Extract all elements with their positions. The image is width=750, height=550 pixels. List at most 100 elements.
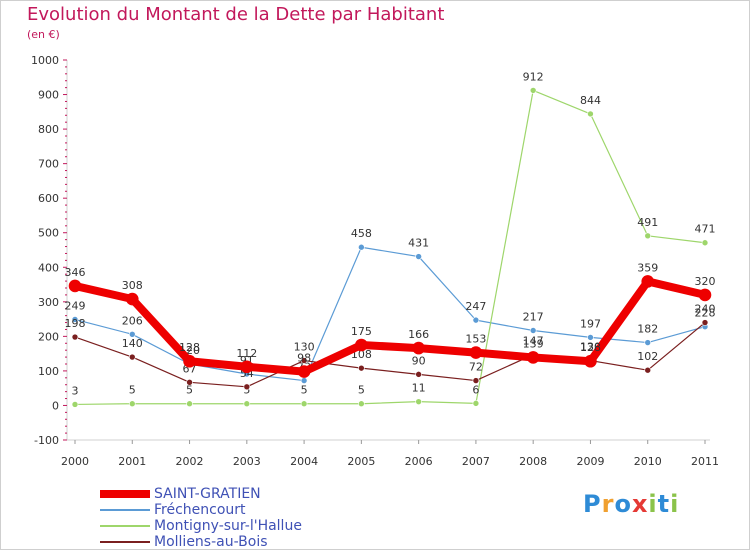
data-label: 5 bbox=[358, 384, 365, 397]
data-point bbox=[71, 333, 79, 341]
data-point bbox=[243, 400, 251, 408]
data-point bbox=[240, 360, 254, 374]
data-label: 844 bbox=[580, 94, 601, 107]
data-label: 175 bbox=[351, 325, 372, 338]
data-point bbox=[243, 383, 251, 391]
data-point bbox=[71, 316, 79, 323]
data-label: 130 bbox=[294, 341, 315, 354]
data-point bbox=[701, 239, 709, 247]
logo-letter: r bbox=[601, 490, 615, 518]
data-point bbox=[183, 354, 196, 368]
data-label: 112 bbox=[236, 347, 257, 360]
y-tick-label: 0 bbox=[52, 399, 59, 412]
chart-subtitle: (en €) bbox=[27, 28, 60, 41]
data-label: 458 bbox=[351, 227, 372, 240]
data-label: 346 bbox=[65, 266, 86, 279]
data-point bbox=[529, 327, 537, 334]
series-line bbox=[74, 89, 706, 406]
data-label: 228 bbox=[695, 307, 716, 320]
data-point bbox=[472, 316, 480, 324]
data-label: 182 bbox=[637, 323, 658, 336]
x-tick-label: 2002 bbox=[176, 455, 204, 468]
data-point bbox=[415, 371, 422, 378]
x-tick-label: 2008 bbox=[519, 455, 547, 468]
data-label: 308 bbox=[122, 279, 143, 292]
data-point bbox=[412, 341, 425, 355]
x-tick-label: 2006 bbox=[405, 455, 433, 468]
data-point bbox=[186, 379, 193, 386]
data-label: 5 bbox=[129, 384, 136, 397]
data-point bbox=[641, 275, 655, 288]
data-label: 471 bbox=[695, 223, 716, 236]
legend-label: Fréchencourt bbox=[154, 502, 246, 518]
data-label: 140 bbox=[122, 337, 143, 350]
data-point bbox=[128, 330, 136, 338]
y-tick-label: 900 bbox=[38, 89, 59, 102]
data-point bbox=[128, 353, 136, 361]
data-point bbox=[526, 351, 540, 364]
data-label: 153 bbox=[465, 333, 486, 346]
logo-letter: x bbox=[631, 490, 649, 518]
data-point bbox=[415, 398, 422, 405]
data-label: 249 bbox=[65, 299, 86, 312]
y-tick-label: 500 bbox=[38, 227, 59, 240]
data-point bbox=[587, 110, 594, 118]
data-label: 139 bbox=[523, 337, 544, 350]
data-point bbox=[68, 279, 82, 293]
data-label: 166 bbox=[408, 328, 429, 341]
data-label: 128 bbox=[179, 341, 200, 354]
data-label: 147 bbox=[523, 335, 544, 348]
data-label: 5 bbox=[301, 384, 308, 397]
series-fr-chencourt: 2492061209172458431247217197182228 bbox=[65, 227, 716, 384]
y-tick-label: 400 bbox=[38, 261, 59, 274]
data-point bbox=[125, 292, 139, 306]
data-label: 320 bbox=[695, 275, 716, 288]
data-point bbox=[355, 338, 368, 352]
x-tick-label: 2005 bbox=[347, 455, 375, 468]
data-label: 206 bbox=[122, 314, 143, 327]
logo-letter: t bbox=[657, 490, 671, 518]
y-tick-label: 200 bbox=[38, 330, 59, 343]
data-point bbox=[71, 401, 79, 408]
data-label: 128 bbox=[580, 341, 601, 354]
y-tick-label: 700 bbox=[38, 158, 59, 171]
data-point bbox=[300, 357, 308, 364]
proxiti-logo: Proxiti bbox=[583, 490, 679, 518]
data-point bbox=[469, 346, 483, 359]
chart-title: Evolution du Montant de la Dette par Hab… bbox=[27, 4, 445, 25]
y-tick-label: 1000 bbox=[31, 54, 59, 67]
legend-swatch bbox=[100, 541, 150, 543]
logo-letter: i bbox=[670, 490, 680, 518]
data-label: 491 bbox=[637, 216, 658, 229]
data-point bbox=[358, 243, 365, 251]
data-point bbox=[300, 400, 308, 408]
data-point bbox=[128, 400, 136, 408]
logo-letter: P bbox=[583, 490, 602, 518]
data-point bbox=[529, 87, 537, 94]
data-point bbox=[472, 377, 480, 384]
data-label: 5 bbox=[186, 384, 193, 397]
logo-letter: i bbox=[648, 490, 658, 518]
y-tick-label: 600 bbox=[38, 192, 59, 205]
data-label: 6 bbox=[472, 383, 479, 396]
x-tick-label: 2004 bbox=[290, 455, 318, 468]
series-montigny-sur-l-hallue: 3 5 5 5 5 5 11 6 912 844 491 471 bbox=[71, 70, 716, 408]
legend-label: SAINT-GRATIEN bbox=[154, 486, 261, 502]
data-label: 431 bbox=[408, 237, 429, 250]
data-point bbox=[358, 400, 365, 408]
data-point bbox=[644, 366, 652, 374]
data-point bbox=[644, 232, 652, 240]
x-tick-label: 2001 bbox=[118, 455, 146, 468]
y-tick-label: 300 bbox=[38, 296, 59, 309]
x-tick-label: 2000 bbox=[61, 455, 89, 468]
data-point bbox=[701, 319, 709, 326]
data-point bbox=[584, 354, 597, 368]
data-point bbox=[300, 377, 308, 384]
x-tick-label: 2009 bbox=[576, 455, 604, 468]
data-label: 11 bbox=[412, 382, 426, 395]
data-label: 90 bbox=[412, 354, 426, 367]
data-label: 247 bbox=[465, 300, 486, 313]
logo-letter: o bbox=[614, 490, 632, 518]
data-point bbox=[358, 364, 365, 372]
